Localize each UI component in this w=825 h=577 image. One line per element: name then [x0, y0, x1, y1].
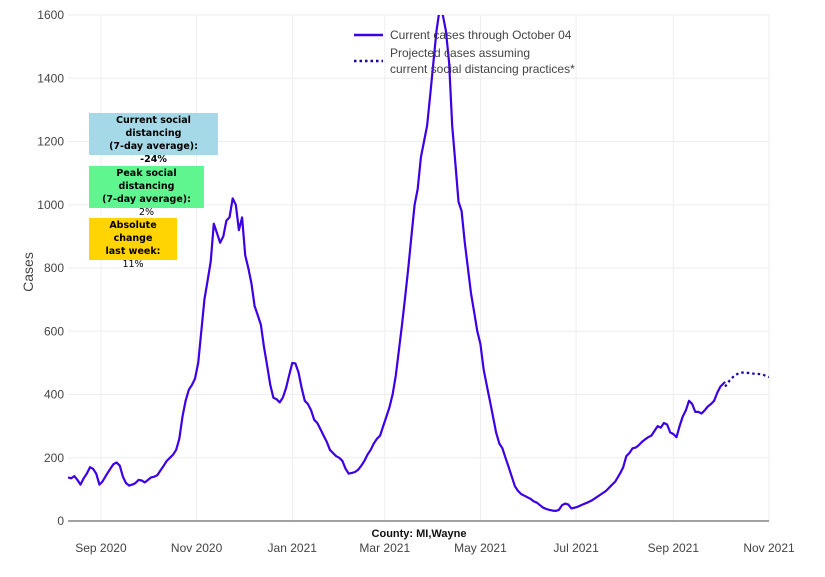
- peak-distancing-annotation: Peak social distancing (7-day average): …: [89, 166, 204, 218]
- y-tick-label: 600: [44, 324, 64, 338]
- legend-current-label: Current cases through October 04: [390, 28, 572, 42]
- y-tick-label: 800: [44, 261, 64, 275]
- x-tick-label: Sep 2020: [75, 541, 127, 555]
- y-tick-label: 1600: [37, 8, 64, 22]
- x-tick-label: Nov 2021: [743, 541, 795, 555]
- x-tick-label: Jul 2021: [553, 541, 599, 555]
- y-tick-label: 1000: [37, 198, 64, 212]
- absolute-change-value: 11%: [122, 259, 144, 270]
- y-axis-title: Cases: [20, 252, 36, 292]
- absolute-change-title-2: last week:: [105, 246, 161, 257]
- x-axis: Sep 2020 Nov 2020 Jan 2021 Mar 2021 May 2021…: [75, 541, 795, 555]
- x-tick-label: Nov 2020: [171, 541, 223, 555]
- x-tick-label: Jan 2021: [268, 541, 318, 555]
- current-cases-line[interactable]: [68, 9, 726, 512]
- current-distancing-annotation: Current social distancing (7-day average…: [89, 113, 218, 165]
- absolute-change-title-1: Absolute change: [109, 220, 157, 244]
- x-tick-label: Mar 2021: [359, 541, 410, 555]
- current-distancing-title-1: Current social distancing: [116, 115, 191, 139]
- series-lines: [68, 9, 769, 512]
- legend[interactable]: Current cases through October 04 Project…: [354, 28, 575, 76]
- y-tick-label: 400: [44, 388, 64, 402]
- peak-distancing-title-1: Peak social distancing: [116, 168, 177, 192]
- x-tick-label: May 2021: [454, 541, 507, 555]
- y-tick-label: 1400: [37, 71, 64, 85]
- x-tick-label: Sep 2021: [648, 541, 700, 555]
- chart-caption: County: MI,Wayne: [372, 528, 467, 540]
- y-axis: 0 200 400 600 800 1000 1200 1400 1600: [37, 8, 64, 528]
- legend-projected-label-line2: current social distancing practices*: [390, 62, 575, 76]
- y-tick-label: 1200: [37, 135, 64, 149]
- current-distancing-value: -24%: [140, 154, 167, 165]
- peak-distancing-value: 2%: [138, 207, 155, 218]
- y-tick-label: 0: [57, 514, 64, 528]
- projected-cases-line[interactable]: [724, 371, 769, 388]
- current-distancing-title-2: (7-day average):: [109, 141, 198, 152]
- y-tick-label: 200: [44, 451, 64, 465]
- peak-distancing-title-2: (7-day average):: [102, 194, 191, 205]
- absolute-change-annotation: Absolute change last week: 11%: [89, 218, 177, 270]
- legend-projected-label-line1: Projected cases assuming: [390, 46, 530, 60]
